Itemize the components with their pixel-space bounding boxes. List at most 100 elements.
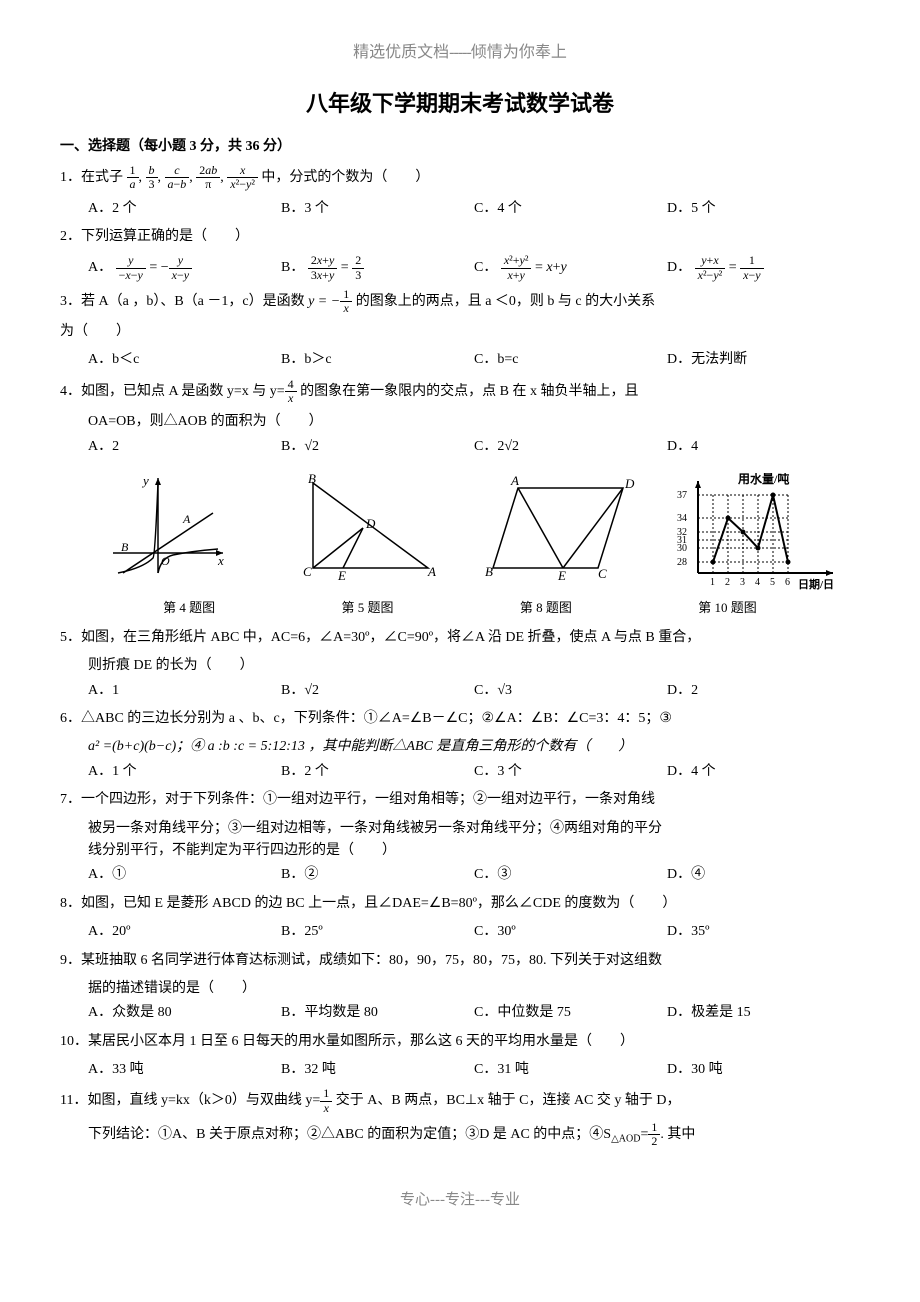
svg-text:用水量/吨: 用水量/吨 [737,473,789,486]
svg-text:D: D [365,516,376,531]
q4-optC: C．2√2 [474,436,667,458]
svg-text:E: E [557,568,566,583]
sqrt3-icon: √3 [497,683,512,698]
footer-b: 专注 [445,1192,475,1208]
q6-optA: A．1 个 [88,761,281,783]
svg-text:2: 2 [725,577,730,588]
q2d-frac2: 1x−y [740,254,763,281]
q2c-frac: x²+y²x+y [501,254,532,281]
q6-optC: C．3 个 [474,761,667,783]
q11-frac: 1x [320,1087,332,1114]
q10-optC: C．31 吨 [474,1059,667,1081]
q2-optD: D． y+xx²−y² = 1x−y [667,254,860,281]
q5-optA: A．1 [88,680,281,702]
q3-optC: C．b=c [474,349,667,371]
svg-text:37: 37 [677,490,687,501]
q5-optB: B．√2 [281,680,474,702]
q5-optC: C．√3 [474,680,667,702]
q10-options: A．33 吨 B．32 吨 C．31 吨 D．30 吨 [60,1059,860,1081]
q2-optB: B． 2x+y3x+y = 23 [281,254,474,281]
q1-optD: D．5 个 [667,198,860,220]
footer-sep1: --- [430,1192,445,1208]
svg-text:B: B [121,540,129,554]
q10-optA: A．33 吨 [88,1059,281,1081]
svg-text:y: y [141,473,149,488]
q11-text-d: . 其中 [660,1127,695,1142]
q1-options: A．2 个 B．3 个 C．4 个 D．5 个 [60,198,860,220]
fig4-label: 第 4 题图 [163,598,215,619]
svg-text:3: 3 [740,577,745,588]
header-dashes: ----- [449,44,471,61]
page-title: 八年级下学期期末考试数学试卷 [60,86,860,121]
q10-optB: B．32 吨 [281,1059,474,1081]
q8-optB: B．25º [281,921,474,943]
q2b-frac1: 2x+y3x+y [308,254,337,281]
q5-optD: D．2 [667,680,860,702]
question-5: 5．如图，在三角形纸片 ABC 中，AC=6，∠A=30º，∠C=90º，将∠A… [60,627,860,649]
svg-text:A: A [510,473,519,488]
q5-optB-prefix: B． [281,683,304,698]
q6-optB: B．2 个 [281,761,474,783]
q11-text-a: 11．如图，直线 y=kx（k＞0）与双曲线 y= [60,1093,320,1108]
q9-optD: D．极差是 15 [667,1002,860,1024]
sqrt2-icon: √2 [304,683,319,698]
figure-q10: 用水量/吨 日期/日 37 34 32 31 30 28 [655,473,850,593]
q3-text-b: 的图象上的两点，且 a ＜0，则 b 与 c 的大小关系 [356,294,655,309]
q4-optA: A．2 [88,436,281,458]
q1-text-b: 中，分式的个数为（ ） [261,170,429,185]
q6-options: A．1 个 B．2 个 C．3 个 D．4 个 [60,761,860,783]
q11-sub: △AOD [611,1134,640,1145]
question-9: 9．某班抽取 6 名同学进行体育达标测试，成绩如下：80，90，75，80，75… [60,950,860,972]
figures-row: y x O A B B C A D E A D B C E [60,473,860,593]
svg-text:1: 1 [710,577,715,588]
q6-text-b: a² =(b+c)(b−c)；④ a :b :c = 5:12:13 ，其中能判… [60,736,860,758]
q1-optA: A．2 个 [88,198,281,220]
q11-eq: = [640,1127,648,1142]
q3-text-a: 3．若 A（a ，b）、B（a －1，c）是函数 [60,294,305,309]
frac-b3: b3 [146,164,158,191]
q3-optB: B．b＞c [281,349,474,371]
q4-text-a: 4．如图，已知点 A 是函数 y=x 与 y= [60,384,285,399]
svg-text:B: B [485,564,493,579]
svg-text:D: D [624,476,635,491]
q7-optC: C．③ [474,864,667,886]
q7-text-c: 线分别平行，不能判定为平行四边形的是（ ） [60,840,860,862]
q10-chart: 用水量/吨 日期/日 37 34 32 31 30 28 [663,473,843,593]
q11-text-b: 交于 A、B 两点，BC⊥x 轴于 C，连接 AC 交 y 轴于 D， [336,1093,681,1108]
header-suffix: 倾情为你奉上 [471,44,567,61]
q2-optA: A． y−x−y = −yx−y [88,254,281,281]
fig8-label: 第 8 题图 [520,598,572,619]
q2-options: A． y−x−y = −yx−y B． 2x+y3x+y = 23 C． x²+… [60,254,860,281]
sqrt2-icon: √2 [304,439,319,454]
q1-optB: B．3 个 [281,198,474,220]
svg-text:4: 4 [755,577,760,588]
q2-optA-prefix: A． [88,260,112,275]
q7-optD: D．④ [667,864,860,886]
q8-optA: A．20º [88,921,281,943]
q4-graph: y x O A B [103,473,233,583]
q2-optD-prefix: D． [667,260,691,275]
q2-optB-prefix: B． [281,260,304,275]
svg-text:A: A [427,564,436,579]
svg-text:C: C [598,566,607,581]
footer-c: 专业 [490,1192,520,1208]
q9-optA: A．众数是 80 [88,1002,281,1024]
q9-options: A．众数是 80 B．平均数是 80 C．中位数是 75 D．极差是 15 [60,1002,860,1024]
q7-text-b: 被另一条对角线平分；③一组对边相等，一条对角线被另一条对角线平分；④两组对角的平… [60,818,860,840]
q4-optB-prefix: B． [281,439,304,454]
q10-optD: D．30 吨 [667,1059,860,1081]
footer-watermark: 专心---专注---专业 [60,1188,860,1212]
svg-text:B: B [308,473,316,486]
frac-1a: 1a [127,164,139,191]
frac-xxy: xx²−y² [227,164,258,191]
question-8: 8．如图，已知 E 是菱形 ABCD 的边 BC 上一点，且∠DAE=∠B=80… [60,893,860,915]
q4-options: A．2 B．√2 C．2√2 D．4 [60,436,860,458]
svg-text:日期/日: 日期/日 [798,577,834,591]
fig5-label: 第 5 题图 [342,598,394,619]
q2-optC-prefix: C． [474,260,497,275]
question-4: 4．如图，已知点 A 是函数 y=x 与 y=4x 的图象在第一象限内的交点，点… [60,378,860,405]
q1-text-a: 1．在式子 [60,170,123,185]
svg-text:E: E [337,568,346,583]
q3-frac: 1x [340,288,352,315]
sqrt2-icon: √2 [504,439,519,454]
